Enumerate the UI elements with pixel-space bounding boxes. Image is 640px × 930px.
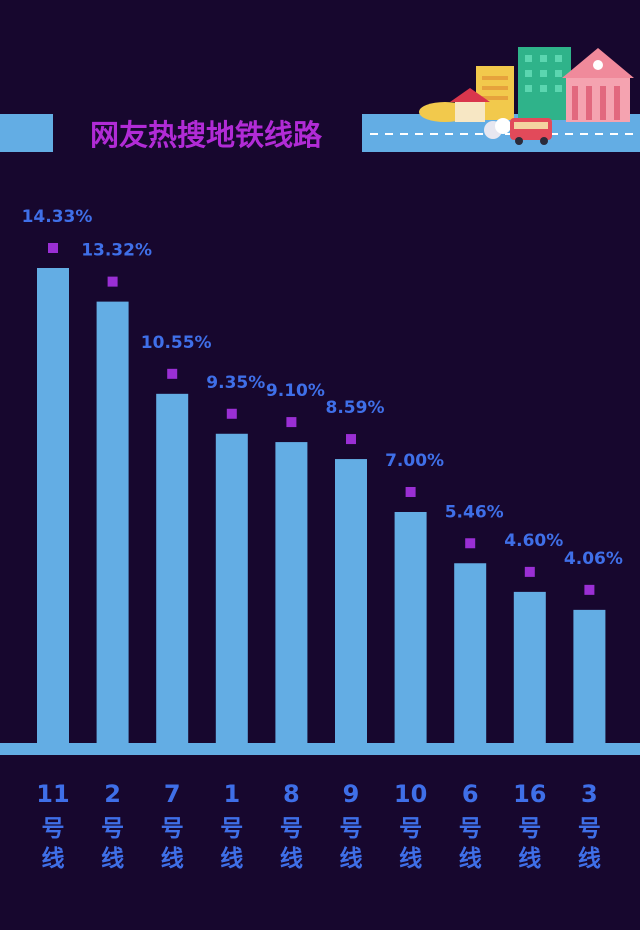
x-tick-suffix-xian: 线 (101, 845, 124, 872)
value-label-16: 4.60% (504, 531, 563, 551)
value-marker-2 (107, 276, 118, 287)
x-tick-suffix-hao: 号 (518, 816, 541, 842)
x-tick-suffix-xian: 线 (340, 845, 363, 872)
x-tick-suffix-hao: 号 (578, 816, 601, 842)
chart-title: 网友热搜地铁线路 (90, 118, 323, 152)
value-label-8: 9.10% (266, 381, 325, 401)
bar-16 (513, 591, 546, 745)
x-tick-label-11: 11 (36, 780, 69, 808)
bars-layer: 14.33%11号线13.32%2号线10.55%7号线9.35%1号线9.10… (22, 207, 623, 872)
value-label-9: 8.59% (326, 398, 385, 418)
x-tick-suffix-xian: 线 (280, 845, 303, 872)
x-tick-label-7: 7 (164, 780, 181, 808)
value-label-10: 7.00% (385, 451, 444, 471)
value-label-7: 10.55% (141, 333, 212, 353)
x-tick-suffix-hao: 号 (42, 816, 65, 842)
x-tick-label-10: 10 (394, 780, 427, 808)
x-tick-suffix-hao: 号 (161, 816, 184, 842)
bar-8 (275, 442, 308, 745)
baseline-strip (0, 743, 640, 755)
x-tick-label-3: 3 (581, 780, 598, 808)
x-tick-suffix-hao: 号 (101, 816, 124, 842)
x-tick-suffix-hao: 号 (220, 816, 243, 842)
x-tick-suffix-xian: 线 (518, 845, 541, 872)
x-tick-label-16: 16 (513, 780, 546, 808)
bar-9 (335, 459, 367, 745)
bar-6 (454, 563, 487, 745)
value-marker-3 (584, 584, 595, 595)
value-marker-6 (465, 538, 476, 549)
x-tick-suffix-xian: 线 (42, 845, 65, 872)
city-skyline-illustration (419, 47, 634, 145)
value-label-11: 14.33% (22, 207, 93, 227)
x-tick-label-6: 6 (462, 780, 479, 808)
x-tick-suffix-xian: 线 (578, 845, 601, 872)
x-tick-suffix-xian: 线 (459, 845, 482, 872)
x-tick-label-2: 2 (104, 780, 121, 808)
x-tick-label-9: 9 (343, 780, 360, 808)
x-tick-suffix-xian: 线 (161, 845, 184, 872)
bar-11 (37, 268, 69, 745)
value-label-6: 5.46% (445, 502, 504, 522)
value-marker-1 (226, 408, 237, 419)
bar-10 (394, 511, 427, 745)
value-label-2: 13.32% (81, 241, 152, 261)
x-tick-suffix-xian: 线 (399, 845, 422, 872)
title-band-left (0, 114, 53, 152)
bar-2 (96, 301, 129, 745)
x-tick-suffix-hao: 号 (340, 816, 363, 842)
x-tick-suffix-hao: 号 (459, 816, 482, 842)
value-marker-8 (286, 417, 297, 428)
bar-3 (573, 609, 606, 745)
bar-7 (156, 393, 189, 745)
value-marker-11 (48, 243, 58, 253)
value-marker-16 (524, 566, 535, 577)
x-tick-suffix-hao: 号 (399, 816, 422, 842)
value-label-3: 4.06% (564, 549, 623, 569)
x-tick-suffix-hao: 号 (280, 816, 303, 842)
x-tick-suffix-xian: 线 (220, 845, 243, 872)
value-marker-10 (405, 486, 416, 497)
value-marker-9 (346, 434, 356, 445)
value-marker-7 (167, 368, 178, 379)
value-label-1: 9.35% (206, 373, 265, 393)
x-tick-label-1: 1 (223, 780, 240, 808)
x-tick-label-8: 8 (283, 780, 300, 808)
bar-1 (215, 433, 248, 745)
